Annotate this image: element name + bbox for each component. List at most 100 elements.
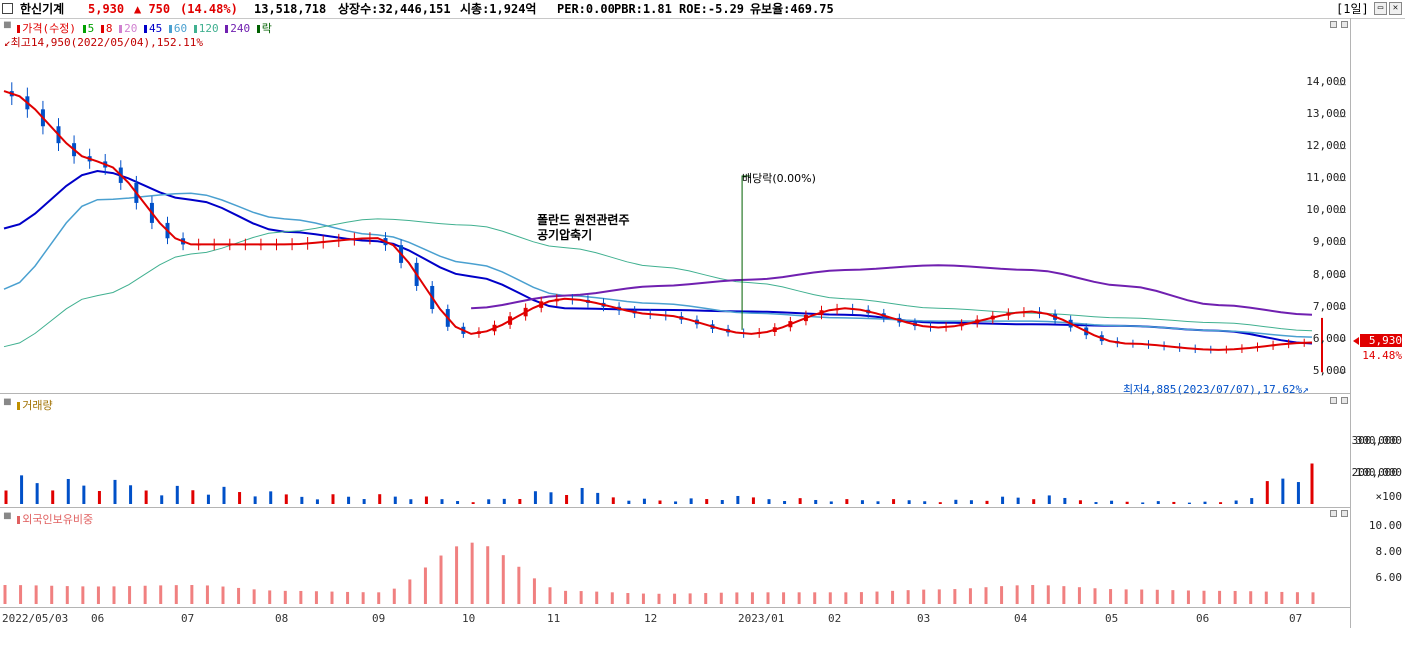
volume-bar	[113, 479, 117, 504]
period-selector[interactable]: [1일]	[1336, 2, 1369, 16]
volume-bar	[1078, 500, 1082, 504]
volume-bar	[549, 492, 553, 504]
foreign-bar	[268, 590, 272, 604]
foreign-bar	[1311, 592, 1315, 604]
foreign-bar	[564, 590, 568, 604]
foreign-bar	[610, 592, 614, 604]
legend-price-label: 가격(수정)	[22, 22, 76, 35]
volume-tick-100k: 100,000	[1355, 466, 1402, 479]
foreign-bar	[34, 585, 38, 604]
foreign-bar	[65, 586, 69, 604]
close-icon[interactable]: ✕	[1389, 2, 1402, 15]
volume-bar	[129, 485, 133, 504]
volume-bar	[969, 500, 973, 504]
volume-bar	[876, 501, 880, 504]
foreign-bar	[1202, 590, 1206, 604]
volume-bar	[315, 499, 319, 504]
foreign-bar	[1233, 590, 1237, 604]
price-pane-close-icon[interactable]	[1341, 21, 1348, 28]
volume-pane-divider[interactable]	[0, 507, 1350, 508]
time-tick: 08	[275, 612, 289, 625]
foreign-bar	[517, 566, 521, 604]
foreign-bar	[50, 585, 54, 604]
foreign-bar	[501, 555, 505, 604]
foreign-bar	[361, 592, 365, 604]
note-line-2: 공기압축기	[537, 228, 593, 242]
volume-bar	[238, 492, 242, 504]
volume-tick: 200,000	[1351, 466, 1398, 479]
current-price-pointer	[1353, 337, 1359, 345]
foreign-bar	[968, 588, 972, 604]
legend-ma20: 20	[119, 22, 137, 35]
foreign-bar	[937, 589, 941, 604]
foreign-bar	[735, 592, 739, 604]
foreign-bar	[314, 591, 318, 604]
select-checkbox[interactable]	[2, 3, 13, 14]
volume-bar	[1172, 501, 1176, 504]
foreign-bar	[1155, 589, 1159, 604]
price-pane-divider[interactable]	[0, 393, 1350, 394]
legend-ma5: 5	[82, 22, 94, 35]
foreign-bar	[813, 592, 817, 604]
foreign-bar	[1093, 588, 1097, 604]
price-tick: 9,000	[1312, 235, 1346, 248]
roe-value: ROE:-5.29	[679, 2, 745, 16]
volume-bar	[487, 499, 491, 504]
foreign-bar	[346, 591, 350, 604]
foreign-pane-min-icon[interactable]	[1330, 510, 1337, 517]
ma-line-8	[3, 90, 1313, 351]
foreign-bar	[1062, 586, 1066, 604]
volume-bar	[1094, 502, 1098, 504]
price-tick: 11,000	[1306, 171, 1346, 184]
foreign-bar	[143, 585, 147, 604]
price-change-pct: (14.48%)	[180, 2, 238, 16]
volume-bar	[1310, 463, 1314, 504]
volume-unit: ×100	[1375, 490, 1403, 503]
current-price: 5,930	[88, 2, 125, 16]
foreign-bar	[1295, 592, 1299, 604]
volume-pane-close-icon[interactable]	[1341, 397, 1348, 404]
reserve-ratio: 유보율:469.75	[750, 2, 834, 16]
foreign-bar	[1264, 591, 1268, 604]
foreign-bar	[1000, 586, 1004, 604]
note-line-1: 폴란드 원전관련주	[537, 213, 630, 227]
volume-bar	[596, 492, 600, 504]
volume-bar	[1187, 502, 1191, 504]
time-tick: 10	[462, 612, 476, 625]
time-tick: 06	[91, 612, 105, 625]
pbr-value: PBR:1.81	[614, 2, 672, 16]
volume-bar	[860, 500, 864, 504]
volume-bar	[331, 494, 335, 504]
volume-bar	[627, 500, 631, 504]
foreign-bar	[1140, 589, 1144, 604]
dividend-label: 배당락(0.00%)	[742, 172, 816, 185]
volume-bar	[456, 501, 460, 504]
current-pct-tag: 14.48%	[1362, 349, 1402, 362]
foreign-bar	[1186, 590, 1190, 604]
foreign-bar	[439, 555, 443, 604]
volume-bar	[892, 499, 896, 504]
volume-bar	[502, 498, 506, 504]
foreign-bar	[579, 591, 583, 604]
foreign-bar	[657, 593, 661, 604]
foreign-bar	[1077, 587, 1081, 604]
ma-line-240	[471, 264, 1313, 316]
foreign-tick: 10.00	[1368, 519, 1402, 532]
volume-bar	[674, 501, 678, 504]
foreign-tick: 6.00	[1375, 571, 1403, 584]
volume-bar	[253, 496, 257, 504]
foreign-pane-close-icon[interactable]	[1341, 510, 1348, 517]
volume-bar	[658, 500, 662, 504]
volume-pane-min-icon[interactable]	[1330, 397, 1337, 404]
current-price-tag: 5,930	[1360, 334, 1402, 347]
price-pane-min-icon[interactable]	[1330, 21, 1337, 28]
foreign-bar	[408, 579, 412, 604]
volume-bar	[1296, 482, 1300, 504]
price-tick: 13,000	[1306, 107, 1346, 120]
restore-icon[interactable]: ▭	[1374, 2, 1387, 15]
volume-bar	[1063, 497, 1067, 504]
volume-bar	[1032, 499, 1036, 504]
price-tick: 6,000	[1312, 332, 1346, 345]
volume-bar	[814, 499, 818, 504]
